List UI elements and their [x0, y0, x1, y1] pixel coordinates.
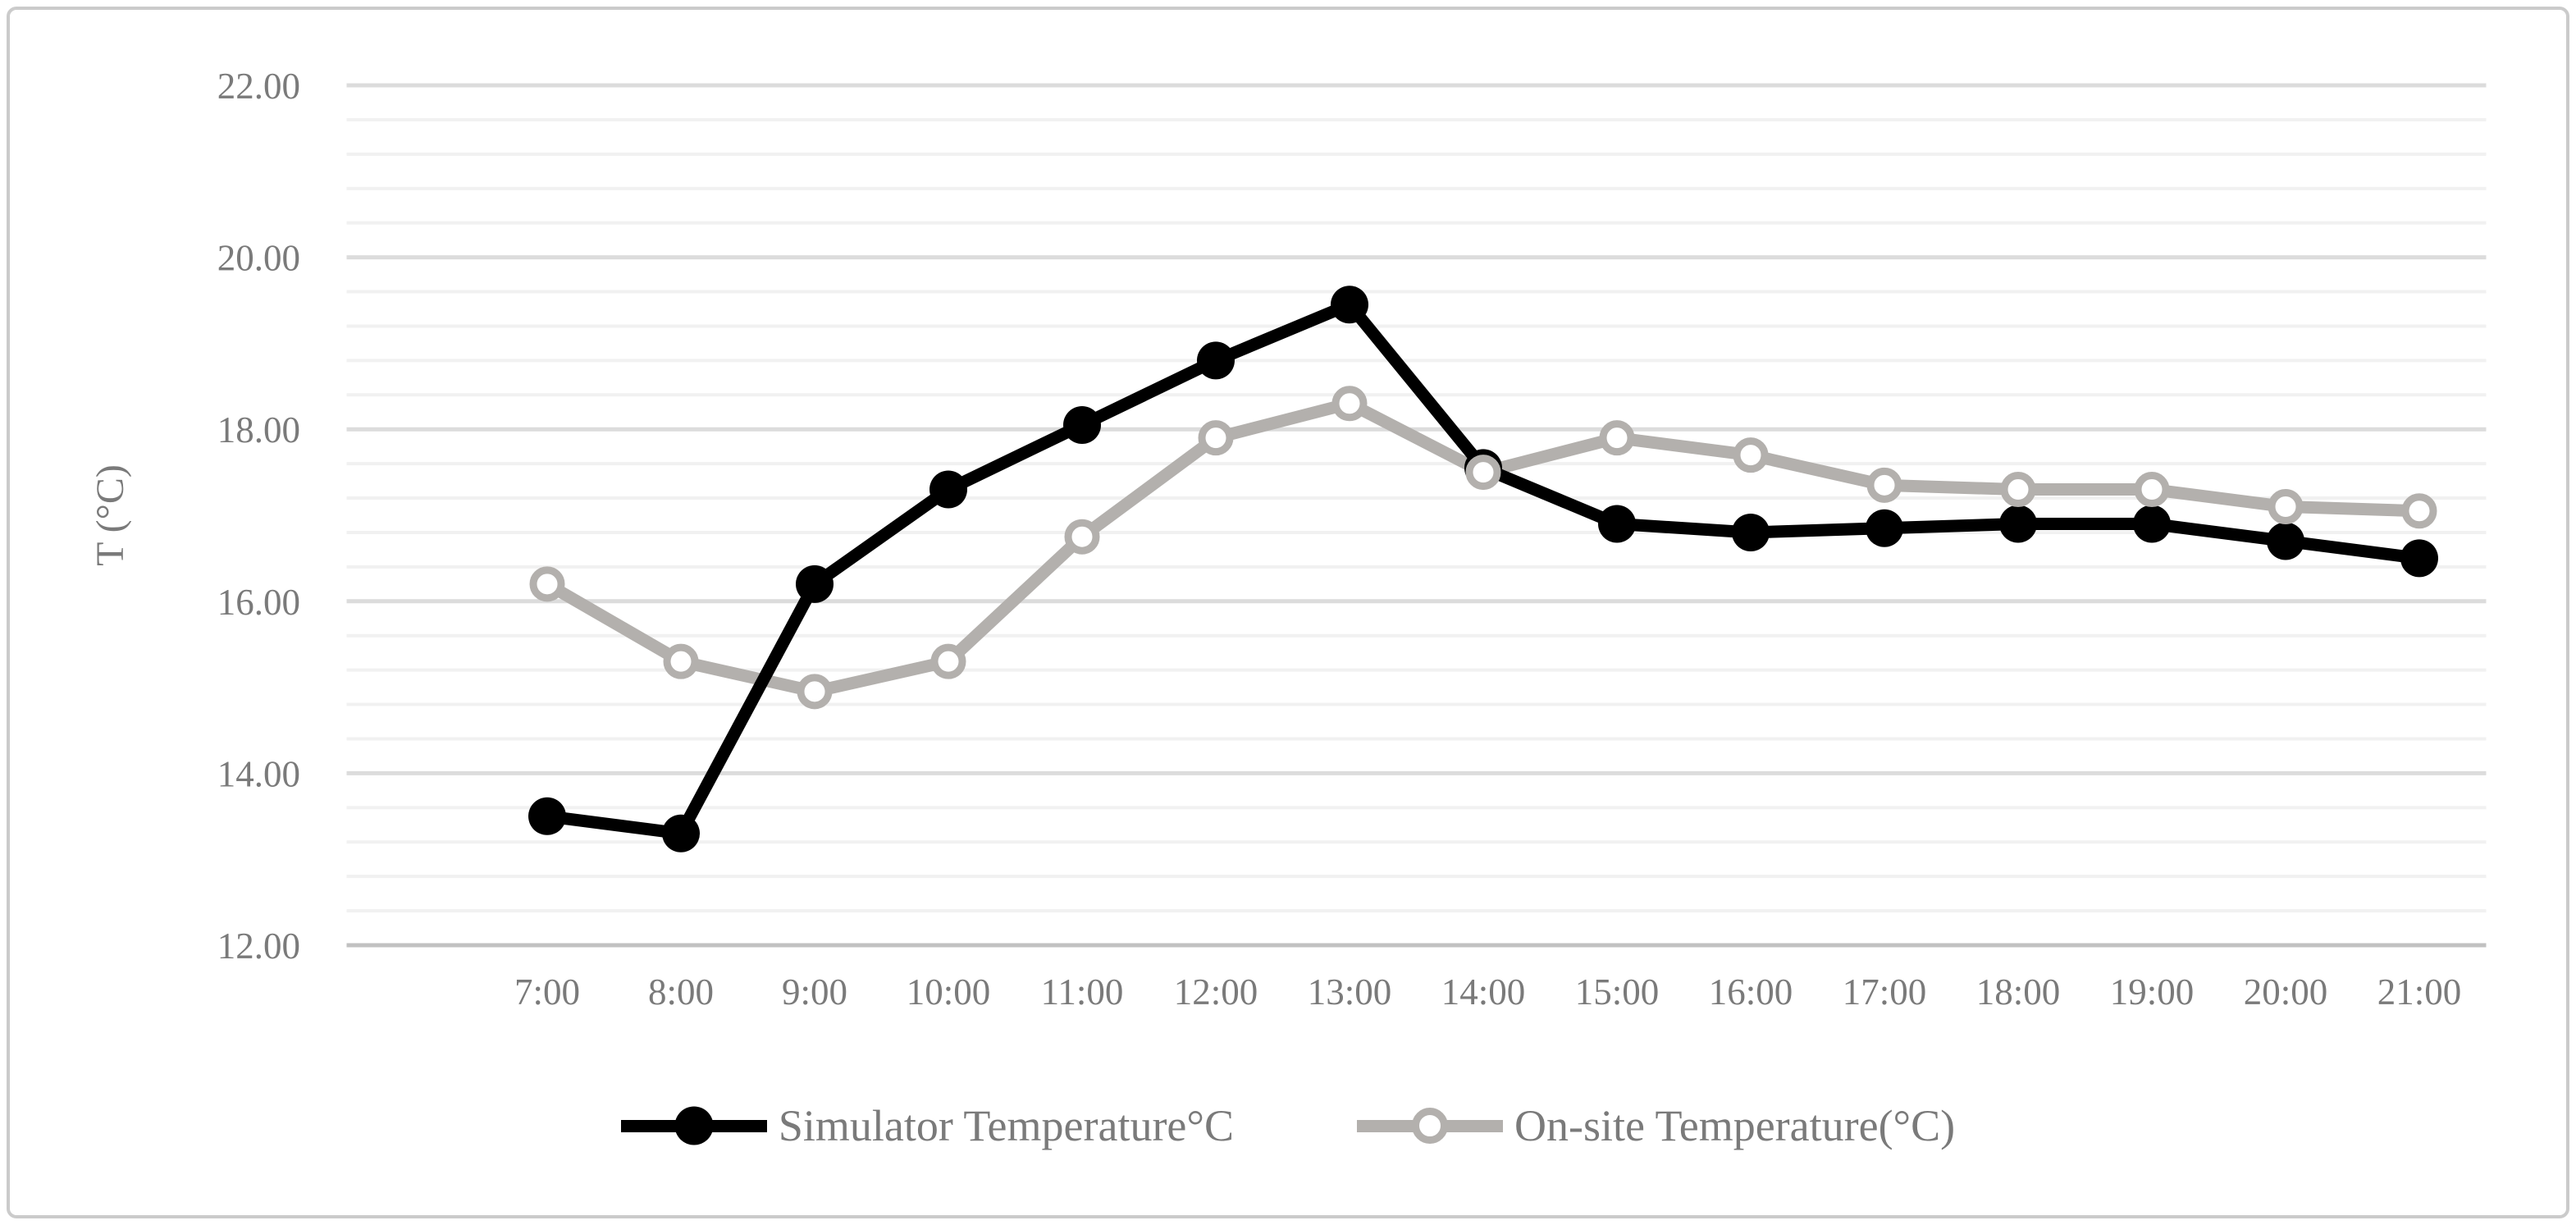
- x-tick-label: 9:00: [782, 971, 847, 1012]
- onsite-data-point: [2401, 493, 2437, 529]
- x-tick-label: 20:00: [2244, 971, 2328, 1012]
- x-tick-label: 7:00: [514, 971, 580, 1012]
- simulator-data-point: [1331, 286, 1368, 324]
- x-tick-label: 15:00: [1575, 971, 1660, 1012]
- x-tick-label: 10:00: [907, 971, 991, 1012]
- x-tick-label: 11:00: [1041, 971, 1124, 1012]
- x-tick-label: 13:00: [1308, 971, 1392, 1012]
- series-simulator-line: [541, 298, 2426, 840]
- y-axis-title: T (°C): [89, 464, 132, 566]
- onsite-data-point: [1331, 386, 1368, 422]
- series-onsite-markers: [529, 386, 2437, 710]
- onsite-series-marker: [1357, 1104, 1504, 1147]
- onsite-data-point: [2268, 489, 2304, 525]
- x-tick-label: 19:00: [2110, 971, 2195, 1012]
- x-tick-label: 21:00: [2377, 971, 2462, 1012]
- x-tick-labels: 7:00 8:00 9:00 10:00 11:00 12:00 13:00 14:00 15:…: [514, 971, 2461, 1012]
- simulator-data-point: [1866, 509, 1903, 547]
- onsite-data-point: [1866, 467, 1902, 503]
- onsite-data-point: [930, 643, 966, 679]
- y-tick-label: 18.00: [217, 409, 300, 450]
- simulator-data-point: [1063, 405, 1101, 444]
- simulator-data-point: [662, 814, 700, 852]
- legend-label-onsite: On-site Temperature(°C): [1514, 1101, 1956, 1150]
- onsite-marker-ring-icon: [1412, 1108, 1449, 1144]
- simulator-series-marker: [620, 1104, 767, 1147]
- onsite-data-point: [2000, 472, 2036, 508]
- chart-legend: Simulator Temperature°C On-site Temperat…: [0, 1093, 2576, 1159]
- simulator-data-point: [2400, 539, 2438, 578]
- y-tick-label: 14.00: [217, 753, 300, 794]
- simulator-data-point: [1598, 505, 1636, 543]
- x-tick-label: 12:00: [1174, 971, 1258, 1012]
- simulator-data-point: [2267, 522, 2304, 560]
- simulator-data-point: [528, 797, 566, 835]
- onsite-data-point: [1064, 519, 1100, 555]
- major-gridlines: [346, 83, 2487, 775]
- onsite-data-point: [1733, 437, 1769, 473]
- onsite-data-point: [1198, 420, 1234, 456]
- y-tick-label: 22.00: [217, 66, 300, 107]
- simulator-data-point: [1197, 341, 1235, 380]
- y-tick-label: 16.00: [217, 582, 300, 623]
- series-simulator-markers: [528, 286, 2438, 852]
- legend-item-onsite: On-site Temperature(°C): [1357, 1104, 1955, 1148]
- simulator-data-point: [796, 565, 834, 603]
- y-tick-label: 12.00: [217, 926, 300, 967]
- series-onsite-line: [541, 397, 2426, 698]
- onsite-data-point: [1599, 420, 1635, 456]
- x-tick-label: 17:00: [1843, 971, 1927, 1012]
- y-tick-labels: 22.00 20.00 18.00 16.00 14.00 12.00: [217, 66, 300, 967]
- onsite-data-point: [2134, 472, 2170, 508]
- x-tick-label: 18:00: [1976, 971, 2061, 1012]
- x-tick-label: 14:00: [1441, 971, 1526, 1012]
- onsite-data-point: [797, 674, 833, 710]
- legend-item-simulator: Simulator Temperature°C: [620, 1101, 1235, 1150]
- simulator-data-point: [1732, 513, 1770, 551]
- onsite-data-point: [529, 566, 565, 602]
- x-tick-label: 16:00: [1709, 971, 1793, 1012]
- onsite-data-point: [1465, 455, 1501, 491]
- simulator-data-point: [929, 470, 967, 509]
- onsite-data-point: [663, 643, 699, 679]
- simulator-data-point: [1999, 505, 2037, 543]
- x-tick-label: 8:00: [648, 971, 714, 1012]
- simulator-data-point: [2133, 505, 2171, 543]
- simulator-marker-dot-icon: [674, 1106, 714, 1145]
- legend-label-simulator: Simulator Temperature°C: [778, 1101, 1235, 1150]
- y-tick-label: 20.00: [217, 238, 300, 279]
